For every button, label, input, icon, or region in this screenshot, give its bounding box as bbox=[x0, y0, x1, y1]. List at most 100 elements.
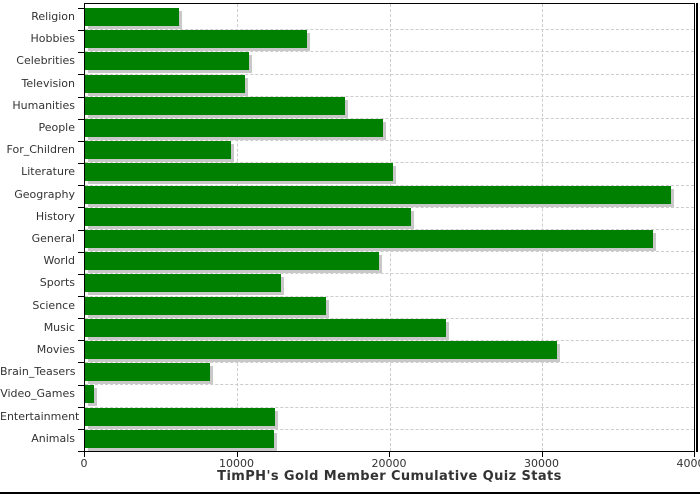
bar-row-literature bbox=[85, 163, 694, 186]
plot-right-edge-line bbox=[696, 3, 698, 452]
y-axis-label-literature: Literature bbox=[21, 165, 75, 179]
y-axis-tick bbox=[78, 318, 84, 320]
y-axis-label-general: General bbox=[31, 232, 75, 246]
bar-row-music bbox=[85, 318, 694, 342]
bar-brain-teasers bbox=[85, 363, 210, 382]
y-axis-label-humanities: Humanities bbox=[12, 98, 75, 112]
y-axis-tick bbox=[78, 229, 84, 231]
plot-area bbox=[84, 3, 695, 452]
x-axis-tick-30000 bbox=[541, 452, 543, 457]
bar-row-world bbox=[85, 252, 694, 275]
bar-history bbox=[85, 207, 411, 226]
bar-row-humanities bbox=[85, 96, 694, 120]
y-axis-label-hobbies: Hobbies bbox=[30, 32, 75, 46]
y-axis-label-for-children: For_Children bbox=[6, 143, 75, 157]
gridline-x-20000 bbox=[389, 4, 391, 451]
y-axis-label-sports: Sports bbox=[39, 276, 75, 290]
bar-row-animals bbox=[85, 429, 694, 451]
bar-geography bbox=[85, 185, 672, 204]
y-axis-tick bbox=[78, 340, 84, 342]
chart-title: TimPH's Gold Member Cumulative Quiz Stat… bbox=[217, 469, 562, 484]
bar-row-television bbox=[85, 74, 694, 97]
x-axis-tick-label-30000: 30000 bbox=[524, 457, 559, 470]
y-axis-label-animals: Animals bbox=[31, 431, 75, 445]
gridline-x-10000 bbox=[237, 4, 239, 451]
bar-celebrities bbox=[85, 52, 250, 71]
bar-religion bbox=[85, 8, 180, 26]
y-axis-tick bbox=[78, 30, 84, 32]
x-axis-tick-label-10000: 10000 bbox=[219, 457, 254, 470]
y-axis-tick bbox=[78, 207, 84, 209]
bar-animals bbox=[85, 429, 274, 448]
bar-row-for-children bbox=[85, 141, 694, 164]
bar-literature bbox=[85, 163, 393, 182]
vertical-gridlines bbox=[85, 4, 694, 451]
bar-music bbox=[85, 318, 446, 337]
bar-row-science bbox=[85, 296, 694, 319]
bar-entertainment bbox=[85, 407, 276, 426]
bar-world bbox=[85, 252, 379, 271]
bar-row-religion bbox=[85, 8, 694, 31]
bar-row-sports bbox=[85, 274, 694, 297]
y-axis-tick bbox=[78, 451, 84, 452]
bar-row-hobbies bbox=[85, 30, 694, 53]
bar-row-entertainment bbox=[85, 407, 694, 430]
y-axis-tick bbox=[78, 406, 84, 408]
y-axis-tick bbox=[78, 251, 84, 253]
y-axis-label-history: History bbox=[35, 209, 75, 223]
bar-hobbies bbox=[85, 30, 308, 49]
bar-row-movies bbox=[85, 341, 694, 364]
x-axis-tick-20000 bbox=[389, 452, 390, 457]
y-axis-tick bbox=[78, 118, 84, 120]
x-axis-tick-0 bbox=[84, 452, 85, 457]
y-axis-tick bbox=[78, 428, 84, 430]
y-axis-label-science: Science bbox=[32, 298, 75, 312]
y-axis-label-brain-teasers: Brain_Teasers bbox=[0, 365, 76, 379]
y-axis-label-celebrities: Celebrities bbox=[16, 54, 75, 68]
y-axis-tick bbox=[78, 96, 84, 98]
y-axis-tick bbox=[78, 74, 84, 76]
y-axis-label-music: Music bbox=[43, 320, 75, 334]
bar-row-general bbox=[85, 230, 694, 253]
bar-row-brain-teasers bbox=[85, 363, 694, 386]
bar-sports bbox=[85, 274, 282, 293]
bar-movies bbox=[85, 341, 557, 360]
y-axis-tick bbox=[78, 8, 84, 9]
y-axis-labels: Religion Hobbies Celebrities Television Huma… bbox=[0, 4, 80, 452]
y-axis-tick bbox=[78, 273, 84, 275]
bar-rows bbox=[85, 4, 694, 451]
y-axis-tick bbox=[78, 384, 84, 386]
x-axis-tick-label-40000: 40000 bbox=[676, 457, 700, 470]
bar-row-people bbox=[85, 119, 694, 142]
y-axis-label-geography: Geography bbox=[14, 187, 75, 201]
y-axis-tick bbox=[78, 52, 84, 54]
y-axis-label-movies: Movies bbox=[36, 343, 75, 357]
y-axis-tick bbox=[78, 362, 84, 364]
bar-row-celebrities bbox=[85, 52, 694, 75]
y-axis-label-television: Television bbox=[21, 76, 76, 90]
gridline-x-30000 bbox=[541, 4, 543, 451]
bar-general bbox=[85, 230, 653, 249]
y-axis-tick bbox=[78, 140, 84, 142]
y-axis-tick bbox=[78, 185, 84, 187]
bar-row-history bbox=[85, 207, 694, 231]
bar-video-games bbox=[85, 385, 95, 404]
x-axis-tick-10000 bbox=[236, 452, 238, 457]
x-axis-tick-label-0: 0 bbox=[80, 457, 88, 470]
y-axis-label-people: People bbox=[38, 121, 75, 135]
bar-science bbox=[85, 296, 326, 315]
bar-for-children bbox=[85, 141, 232, 160]
y-axis-tick bbox=[78, 163, 84, 165]
bar-row-video-games bbox=[85, 385, 694, 408]
bar-people bbox=[85, 119, 384, 138]
x-axis-tick-label-20000: 20000 bbox=[371, 457, 407, 470]
y-axis-label-world: World bbox=[43, 254, 75, 268]
bar-television bbox=[85, 74, 245, 93]
y-axis-label-religion: Religion bbox=[31, 10, 75, 23]
bar-humanities bbox=[85, 96, 346, 115]
bottom-divider-line bbox=[0, 492, 700, 494]
y-axis-label-video-games: Video_Games bbox=[0, 387, 75, 401]
y-axis-label-entertainment: Entertainment bbox=[0, 409, 80, 423]
y-axis-tick bbox=[78, 295, 84, 297]
